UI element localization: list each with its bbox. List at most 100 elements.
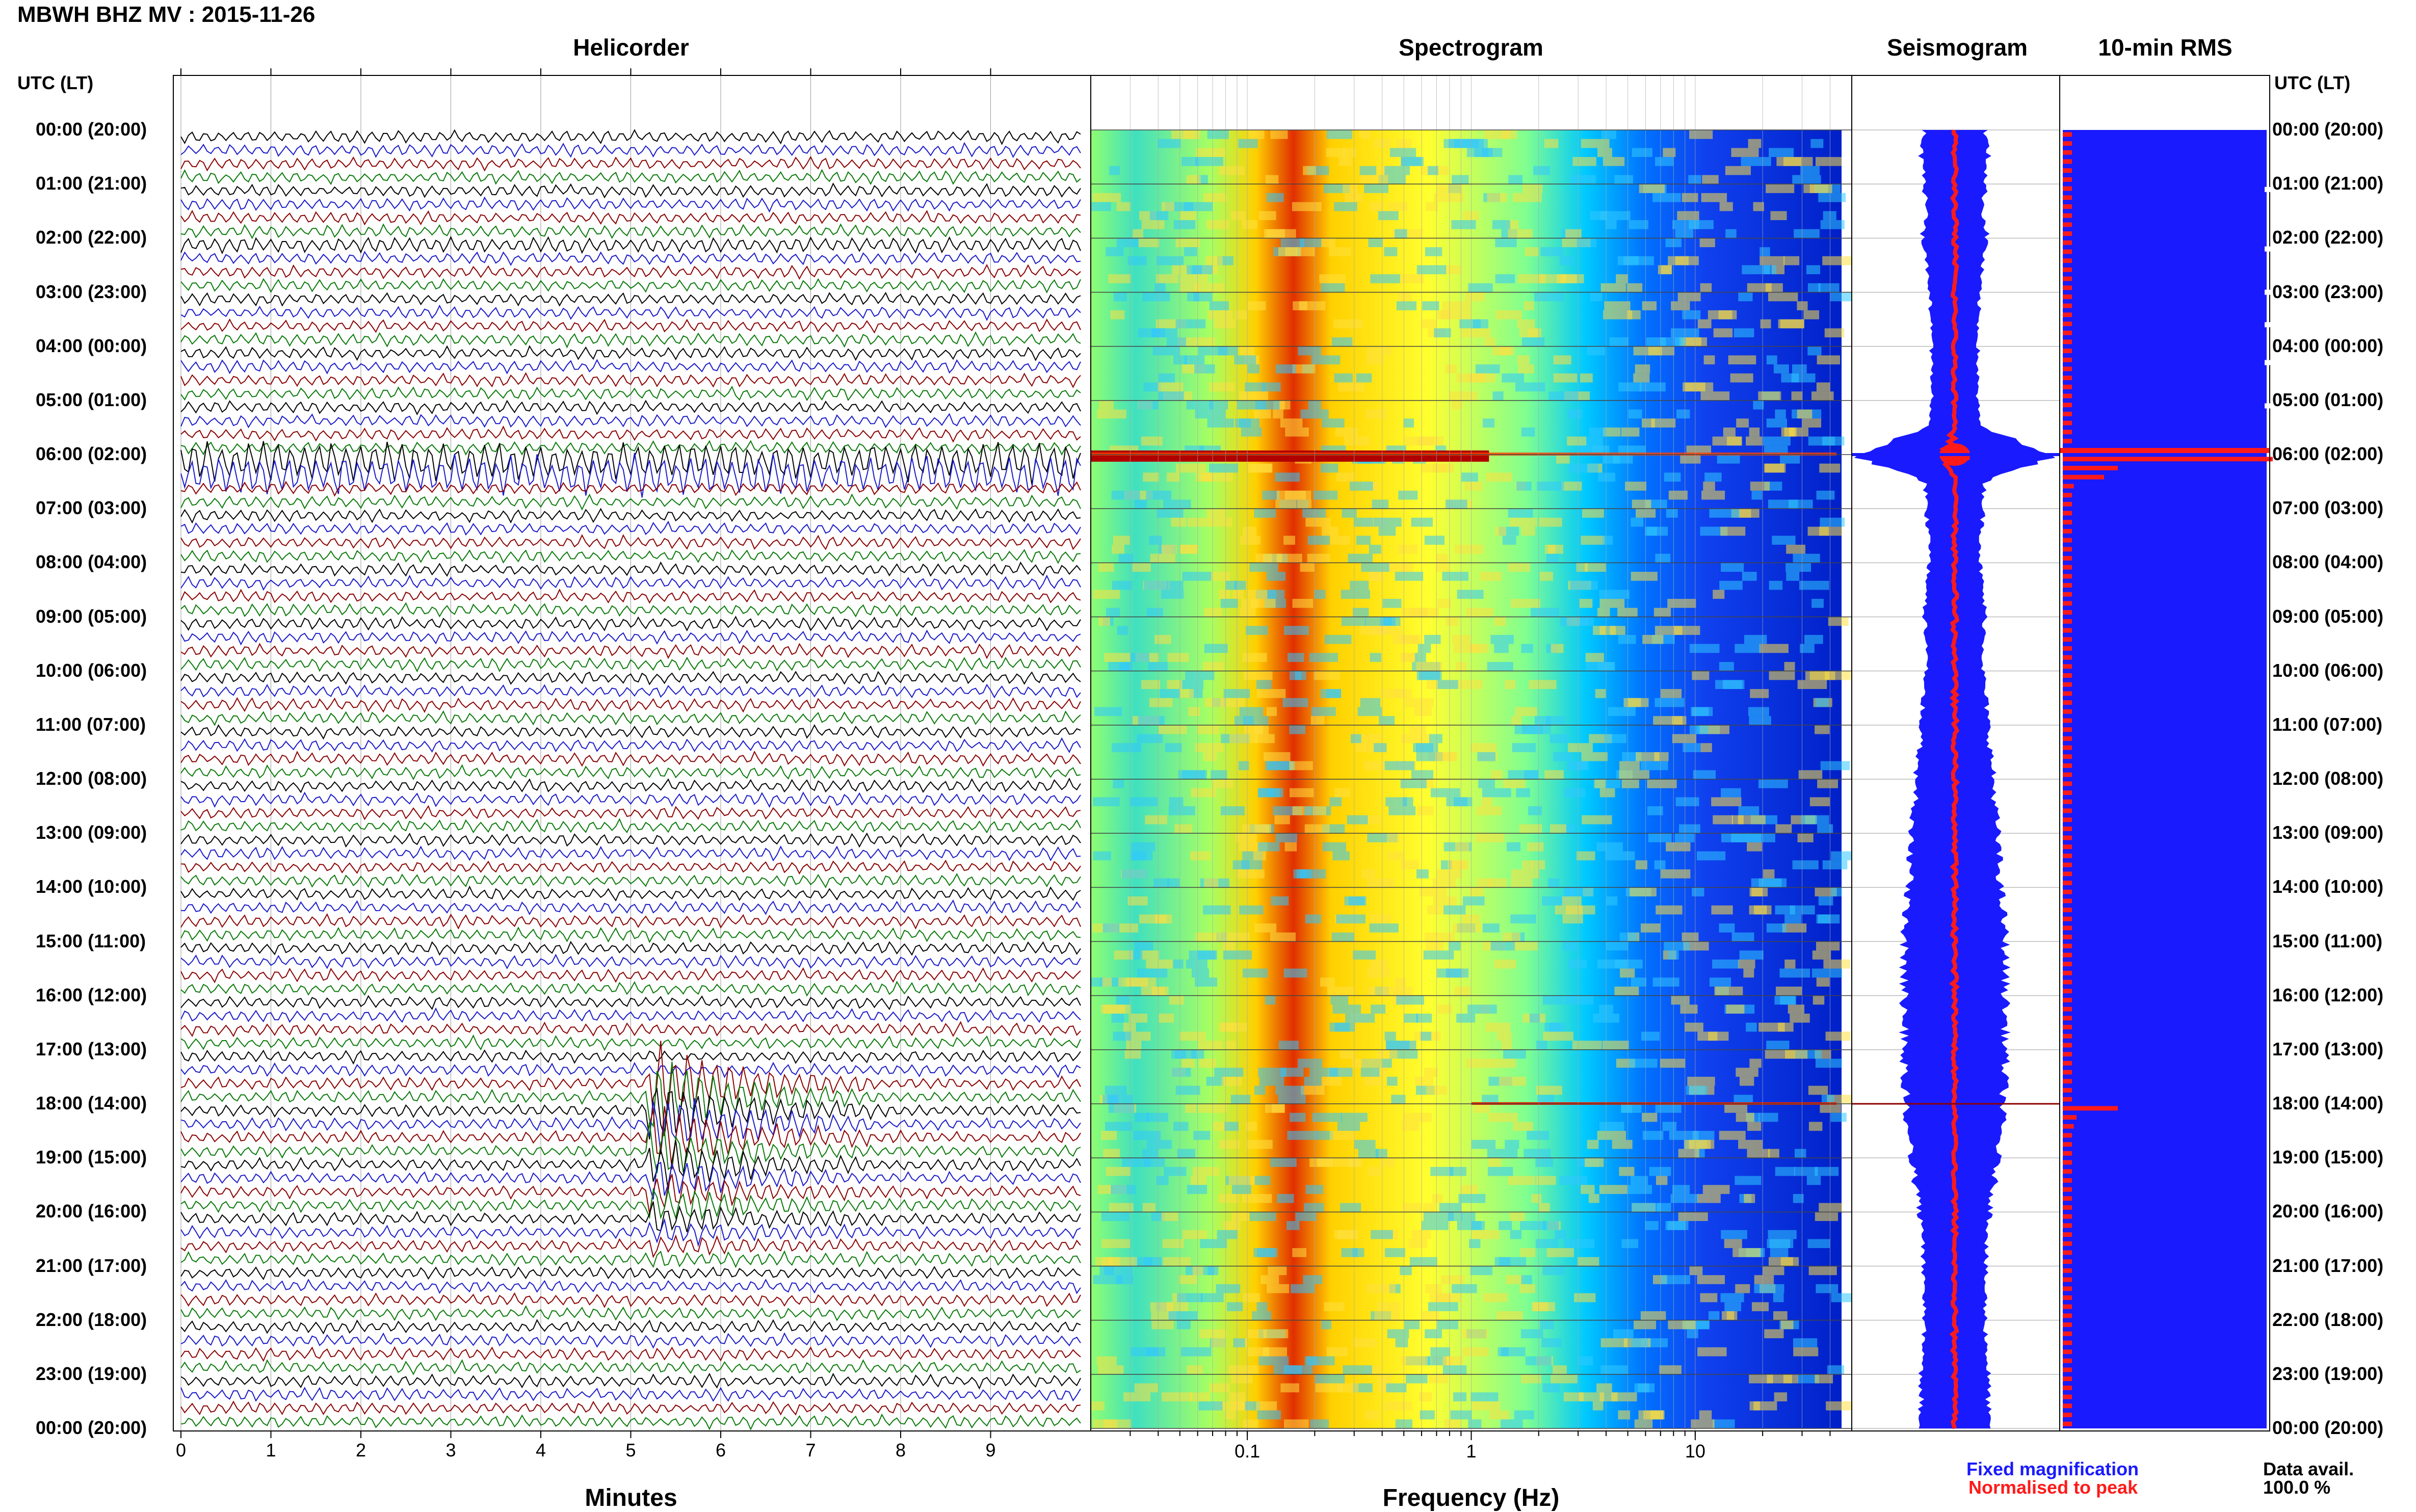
rms-frame [2059, 75, 2270, 1431]
rms-bar [2063, 619, 2072, 624]
spectrogram-cell [1515, 382, 1545, 392]
spectrogram-cell [1158, 382, 1184, 392]
spectrogram-cell [1442, 1365, 1467, 1374]
spectrogram-cell [1640, 761, 1668, 771]
spectrogram-cell [1314, 590, 1326, 599]
spectrogram-cell [1161, 1212, 1178, 1222]
spectrogram-cell [1369, 572, 1384, 581]
spectrogram-cell [1638, 1383, 1655, 1393]
spectrogram-cell [1677, 292, 1701, 302]
spectrogram-cell [1600, 283, 1626, 293]
spectrogram-cell [1360, 175, 1388, 184]
rms-bar [2063, 276, 2072, 281]
spectrogram-cell [1172, 959, 1184, 969]
rms-bar [2063, 1052, 2072, 1057]
spectrogram-cell [1186, 959, 1207, 969]
time-label-right: 14:00 (10:00) [2272, 876, 2384, 897]
spectrogram-cell [1691, 1419, 1715, 1428]
spectrogram-cell [1522, 725, 1551, 734]
spectrogram-cell [1482, 788, 1511, 798]
spectrogram-cell [1768, 1230, 1797, 1239]
spectrogram-cell [1744, 1193, 1755, 1203]
spectrogram-cell [1652, 193, 1681, 202]
spectrogram-cell [1243, 526, 1256, 536]
rms-bar [2063, 601, 2072, 606]
spectrogram-cell [1305, 914, 1321, 924]
spectrogram-cell [1516, 482, 1532, 491]
time-label-right: 12:00 (08:00) [2272, 768, 2384, 789]
spectrogram-cell [1772, 536, 1796, 545]
spectrogram-cell [1391, 1095, 1406, 1104]
spectrogram-cell [1334, 373, 1353, 383]
spectrogram-cell [1550, 824, 1567, 834]
spectrogram-cell [1581, 1185, 1595, 1194]
spectrogram-cell [1808, 1085, 1828, 1095]
spectrogram-cell [1168, 806, 1195, 815]
spectrogram-cell [1157, 139, 1181, 148]
rms-bar [2063, 349, 2072, 353]
spectrogram-cell [1225, 580, 1237, 590]
spectrogram-cell [1283, 536, 1295, 545]
spectrogram-cell [1816, 977, 1830, 987]
rms-bar [2063, 547, 2072, 552]
spectrogram-cell [1400, 1266, 1412, 1276]
spectrogram-cell [1384, 166, 1410, 175]
spectrogram-cell [1209, 463, 1239, 473]
spectrogram-cell [1508, 1176, 1536, 1185]
spectrogram-cell [1766, 184, 1795, 193]
spectrogram-cell [1245, 382, 1266, 392]
spectrogram-cell [1678, 824, 1700, 834]
spectrogram-cell [1596, 842, 1623, 852]
spectrogram-cell [1329, 1022, 1355, 1032]
spectrogram-cell [1287, 653, 1304, 662]
time-label-left: 21:00 (17:00) [36, 1255, 147, 1276]
spectrogram-cell [1181, 1058, 1195, 1068]
spectrogram-cell [1146, 959, 1173, 969]
spectrogram-cell [1773, 1311, 1788, 1320]
spectrogram-cell [1138, 238, 1160, 248]
spectrogram-cell [1579, 599, 1593, 608]
rms-availability-fill [2063, 130, 2267, 1428]
spectrogram-cell [1205, 256, 1223, 266]
spectrogram-cell [1387, 1329, 1409, 1339]
spectrogram-cell [1605, 220, 1617, 229]
spectrogram-cell [1179, 283, 1199, 293]
spectrogram-cell [1270, 1158, 1297, 1167]
spectrogram-cell [1492, 220, 1510, 229]
spectrogram-cell [1133, 1131, 1161, 1140]
spectrogram-cell [1534, 292, 1564, 302]
rms-bar [2063, 998, 2072, 1002]
spectrogram-cell [1773, 1293, 1784, 1303]
spectrogram-cell [1825, 1031, 1851, 1041]
spectrogram-cell [1175, 1085, 1200, 1095]
spectrogram-cell [1265, 995, 1276, 1005]
spectrogram-cell [1719, 202, 1733, 211]
spectrogram-cell [1792, 175, 1821, 184]
time-label-left: 16:00 (12:00) [36, 984, 147, 1005]
spectrogram-cell [1701, 490, 1725, 500]
spectrogram-cell [1479, 572, 1502, 581]
spectrogram-cell [1533, 166, 1551, 175]
rms-bar [2063, 1385, 2072, 1390]
spectrogram-cell [1458, 1193, 1486, 1203]
rms-bar [2063, 1205, 2072, 1210]
spectrogram-cell [1144, 580, 1168, 590]
spectrogram-cell [1454, 544, 1483, 554]
spectrogram-cell [1709, 509, 1740, 518]
spectrogram-cell [1209, 1383, 1230, 1393]
helicorder-trace [180, 616, 1081, 631]
spectrogram-cell [1163, 499, 1191, 509]
spectrogram-cell [1645, 1221, 1659, 1230]
spectrogram-cell [1495, 310, 1522, 320]
spectrogram-cell [1713, 328, 1733, 337]
spectrogram-cell [1577, 851, 1595, 861]
spectrogram-cell [1321, 238, 1336, 248]
spectrogram-cell [1478, 779, 1495, 788]
spectrogram-cell [1818, 283, 1840, 293]
spectrogram-cell [1254, 923, 1277, 933]
availability-marker [2265, 360, 2271, 365]
spectrogram-cell [1384, 1031, 1396, 1041]
spectrogram-cell [1295, 671, 1306, 680]
spectrogram-cell [1097, 1185, 1112, 1194]
spectrogram-cell [1809, 797, 1830, 807]
